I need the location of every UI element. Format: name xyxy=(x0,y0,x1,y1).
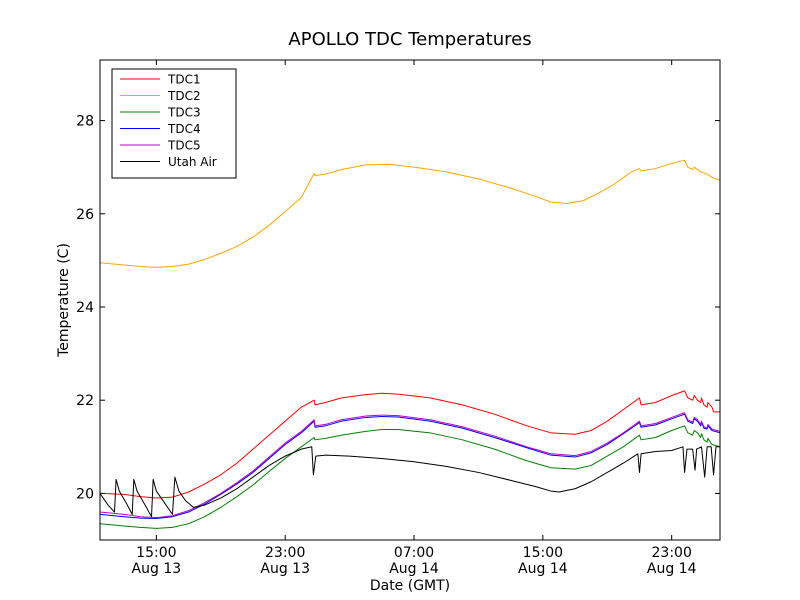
series-line-tdc1 xyxy=(100,390,720,499)
y-tick-label: 28 xyxy=(76,114,94,130)
legend-label: TDC3 xyxy=(167,106,201,120)
y-axis-ticks: 20 22 24 26 28 xyxy=(76,114,720,502)
x-axis-label: Date (GMT) xyxy=(370,578,450,594)
legend-label: TDC4 xyxy=(167,122,201,136)
x-tick-label-date: Aug 14 xyxy=(647,561,697,577)
plot-frame xyxy=(99,59,721,541)
series-line-tdc4 xyxy=(100,413,720,520)
x-tick-label-time: 07:00 xyxy=(394,545,434,561)
y-tick-label: 20 xyxy=(76,486,94,502)
x-tick-label-time: 23:00 xyxy=(265,545,305,561)
series-line-tdc5 xyxy=(100,412,720,519)
series-layer xyxy=(100,159,720,529)
legend-label: TDC2 xyxy=(167,89,201,103)
series-line-utah-air xyxy=(100,446,720,518)
x-tick-label-date: Aug 13 xyxy=(260,561,310,577)
legend-label: TDC1 xyxy=(167,73,201,87)
legend: TDC1 TDC2 TDC3 TDC4 TDC5 Utah Air xyxy=(111,68,237,179)
x-tick-label-date: Aug 14 xyxy=(518,561,568,577)
x-tick-label-time: 23:00 xyxy=(652,545,692,561)
x-tick-label-date: Aug 14 xyxy=(389,561,439,577)
x-tick-label-time: 15:00 xyxy=(136,545,176,561)
legend-label: Utah Air xyxy=(168,155,217,169)
series-line-tdc2 xyxy=(100,159,720,268)
legend-label: TDC5 xyxy=(167,139,201,153)
x-tick-label-date: Aug 13 xyxy=(132,561,182,577)
chart-title: APOLLO TDC Temperatures xyxy=(288,29,531,50)
y-tick-label: 26 xyxy=(76,207,94,223)
x-tick-label-time: 15:00 xyxy=(523,545,563,561)
series-line-tdc3 xyxy=(100,425,720,529)
y-tick-label: 22 xyxy=(76,393,94,409)
y-axis-label: Temperature (C) xyxy=(56,243,72,358)
y-tick-label: 24 xyxy=(76,300,94,316)
legend-frame xyxy=(111,68,237,179)
